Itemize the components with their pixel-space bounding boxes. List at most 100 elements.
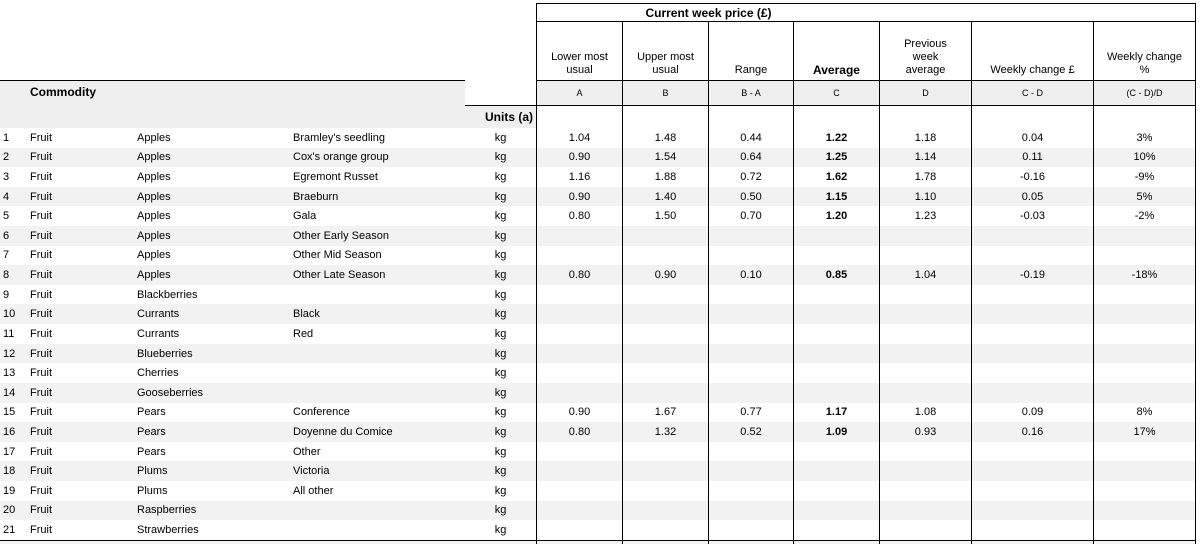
weekly-change-pct-cell — [1093, 441, 1196, 462]
row-number-cell: 13 — [3, 367, 16, 380]
upper-usual-cell — [622, 304, 708, 325]
commodity-cell: Apples — [137, 269, 171, 282]
lower-usual-cell — [536, 520, 622, 540]
upper-usual-cell: 1.50 — [622, 206, 708, 227]
lower-usual-cell: 0.80 — [536, 206, 622, 227]
units-cell: kg — [494, 210, 507, 223]
range-cell: 0.70 — [708, 206, 793, 227]
weekly-change-pct-cell: -2% — [1093, 206, 1196, 227]
range-cell: 0.44 — [708, 128, 793, 148]
upper-usual-cell — [622, 226, 708, 246]
range-cell — [708, 304, 793, 325]
average-cell — [793, 304, 879, 325]
title-cell: Current week price (£) — [536, 3, 1196, 22]
prev-week-cell — [879, 461, 971, 481]
lower-usual-cell — [536, 324, 622, 344]
variety-cell — [293, 520, 465, 540]
category-cell: Fruit — [30, 465, 52, 478]
units-cell: kg — [494, 425, 507, 438]
average-cell — [793, 363, 879, 383]
range-cell — [708, 284, 793, 305]
weekly-change-cell: 0.11 — [971, 147, 1093, 168]
upper-usual-cell — [622, 520, 708, 540]
lower-usual-cell — [536, 363, 622, 383]
commodity-cell: Apples — [137, 171, 171, 184]
lower-usual-cell: 1.16 — [536, 167, 622, 187]
average-cell: 1.17 — [793, 402, 879, 423]
range-cell — [708, 343, 793, 364]
lower-usual-cell — [536, 500, 622, 521]
category-cell: Fruit — [30, 406, 52, 419]
category-cell: Fruit — [30, 190, 52, 203]
lower-usual-cell: 0.80 — [536, 422, 622, 442]
range-cell: 0.52 — [708, 422, 793, 442]
row-number-cell: 12 — [3, 347, 16, 360]
weekly-change-cell: -0.16 — [971, 167, 1093, 187]
lower-usual-cell — [536, 441, 622, 462]
weekly-change-pct-cell: 17% — [1093, 422, 1196, 442]
upper-usual-cell — [622, 480, 708, 501]
lower-usual-cell — [536, 480, 622, 501]
average-cell — [793, 520, 879, 540]
units-cell: kg — [494, 131, 507, 144]
weekly-change-cell — [971, 284, 1093, 305]
average-cell — [793, 382, 879, 403]
category-cell: Fruit — [30, 171, 52, 184]
category-cell: Fruit — [30, 131, 52, 144]
weekly-change-pct-cell — [1093, 480, 1196, 501]
table-row: 9 Fruit Blackberries kg — [0, 284, 1196, 305]
range-cell — [708, 245, 793, 266]
upper-usual-cell — [622, 441, 708, 462]
weekly-change-cell — [971, 480, 1093, 501]
units-cell: kg — [494, 523, 507, 536]
commodity-cell: Gooseberries — [137, 386, 204, 399]
table-row: 12 Fruit Blueberries kg — [0, 343, 1196, 364]
average-cell — [793, 324, 879, 344]
prev-week-cell: 1.08 — [879, 402, 971, 423]
weekly-change-cell — [971, 441, 1093, 462]
units-cell: kg — [494, 484, 507, 497]
units-cell: kg — [494, 504, 507, 517]
category-cell: Fruit — [30, 523, 52, 536]
upper-usual-cell: 0.90 — [622, 265, 708, 285]
commodity-cell: Raspberries — [137, 504, 197, 517]
weekly-change-pct-cell — [1093, 304, 1196, 325]
category-cell: Fruit — [30, 425, 52, 438]
prev-week-cell — [879, 324, 971, 344]
prev-week-cell — [879, 382, 971, 403]
table-row: 5 Fruit Apples Gala kg 0.80 1.50 0.70 1.… — [0, 206, 1196, 227]
variety-cell: Black — [293, 308, 320, 321]
row-number-cell: 14 — [3, 386, 16, 399]
variety-cell: Other Mid Season — [293, 249, 382, 262]
table-row: 4 Fruit Apples Braeburn kg 0.90 1.40 0.5… — [0, 186, 1196, 207]
weekly-change-pct-cell — [1093, 363, 1196, 383]
col-header-upper-most-usual: Upper most usual — [622, 21, 708, 80]
row-number-cell: 7 — [3, 249, 10, 262]
units-cell: kg — [494, 288, 507, 301]
row-number-cell: 4 — [3, 190, 10, 203]
table-row: 19 Fruit Plums All other kg — [0, 480, 1196, 501]
units-cell: kg — [494, 229, 507, 242]
upper-usual-cell — [622, 461, 708, 481]
units-cell: kg — [494, 190, 507, 203]
commodity-cell: Apples — [137, 151, 171, 164]
table-row: 11 Fruit Currants Red kg — [0, 324, 1196, 344]
range-cell — [708, 480, 793, 501]
variety-cell: Egremont Russet — [293, 171, 378, 184]
range-cell — [708, 363, 793, 383]
weekly-change-pct-cell: 10% — [1093, 147, 1196, 168]
variety-cell: Gala — [293, 210, 317, 223]
category-cell: Fruit — [30, 367, 52, 380]
average-cell: 1.62 — [793, 167, 879, 187]
weekly-change-cell — [971, 343, 1093, 364]
units-cell: kg — [494, 308, 507, 321]
lower-usual-cell: 0.80 — [536, 265, 622, 285]
average-cell — [793, 500, 879, 521]
column-header-row: Lower most usual Upper most usual Range … — [536, 21, 1196, 80]
upper-usual-cell — [622, 382, 708, 403]
category-cell: Fruit — [30, 445, 52, 458]
units-header: Units (a) — [465, 105, 536, 128]
commodity-cell: Pears — [137, 445, 166, 458]
table-row: 6 Fruit Apples Other Early Season kg — [0, 226, 1196, 246]
